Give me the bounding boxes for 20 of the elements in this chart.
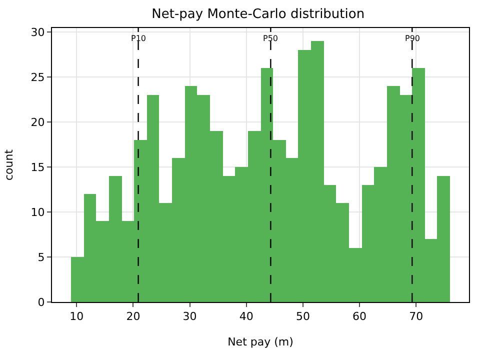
x-tick-label: 10 xyxy=(70,310,84,324)
y-tick-label: 10 xyxy=(30,206,45,219)
x-tick-label: 60 xyxy=(352,310,367,324)
ref-line-label: P10 xyxy=(131,34,146,43)
ref-line-label: P50 xyxy=(263,34,278,43)
y-tick-label: 20 xyxy=(30,116,45,129)
x-tick-label: 40 xyxy=(239,310,254,324)
y-axis-title: count xyxy=(2,148,16,181)
y-tick-label: 0 xyxy=(38,296,45,309)
x-tick-label: 50 xyxy=(296,310,310,324)
x-tick-label: 20 xyxy=(126,310,140,324)
y-tick-label: 15 xyxy=(30,160,45,174)
y-tick-label: 25 xyxy=(30,70,45,84)
x-axis-title: Net pay (m) xyxy=(228,335,294,348)
y-tick-label: 5 xyxy=(38,250,45,264)
chart-title: Net-pay Monte-Carlo distribution xyxy=(152,6,365,22)
ref-line-label: P90 xyxy=(405,34,420,43)
x-tick-label: 30 xyxy=(182,310,197,324)
x-tick-label: 70 xyxy=(409,310,424,324)
y-tick-label: 30 xyxy=(30,26,45,39)
